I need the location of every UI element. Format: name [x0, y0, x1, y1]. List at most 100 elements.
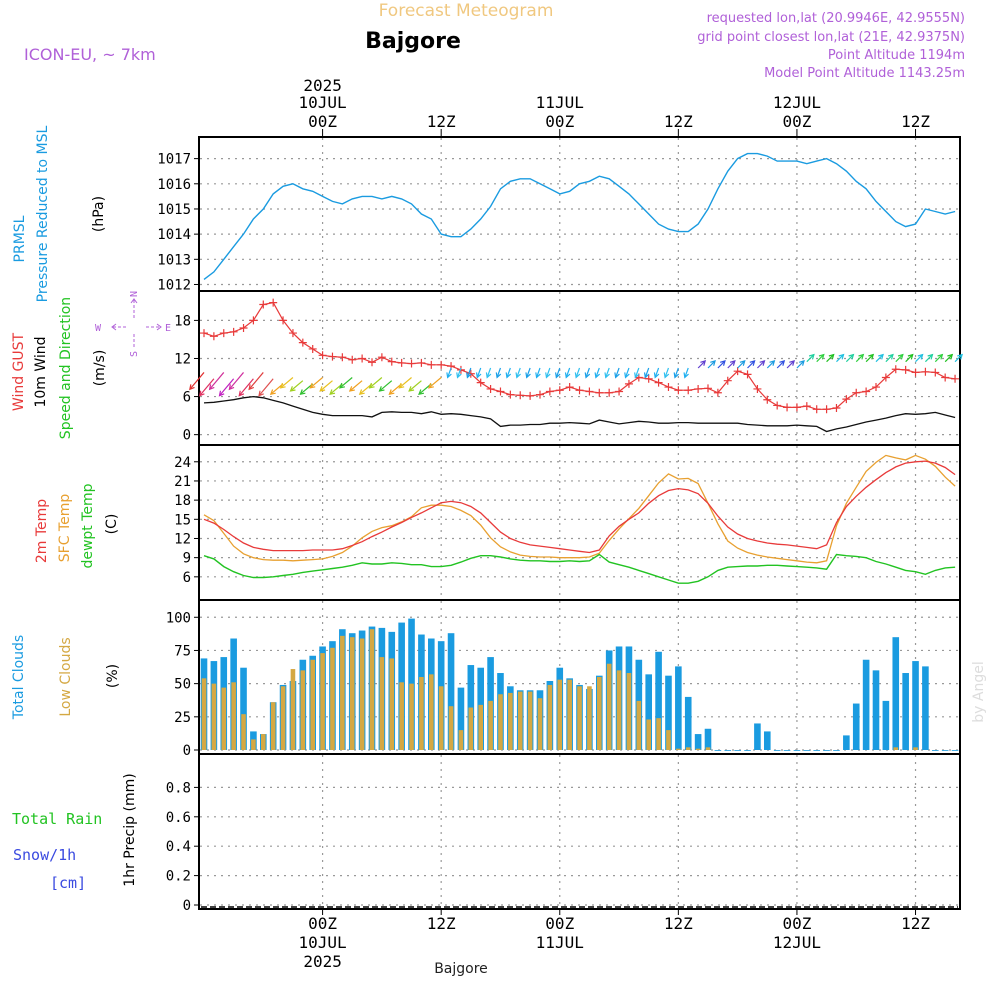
wind-arrow-head-51 [710, 360, 716, 366]
ytick-label-clouds-3: 75 [174, 643, 191, 659]
low-cloud-bar-26 [458, 730, 464, 750]
wind-arrow-head-76 [957, 353, 964, 360]
wind-arrow-head-37 [564, 372, 571, 379]
temp-unit: (C) [104, 514, 120, 535]
bottom-time-line3-0: 2025 [303, 952, 342, 971]
wind-arrow-26 [456, 367, 462, 378]
gust-marker-15 [348, 355, 357, 364]
wind-arrow-21 [398, 377, 412, 389]
wind-arrow-1 [199, 378, 215, 397]
wind-arrow-head-45 [643, 372, 650, 379]
compass-east: E [165, 323, 171, 334]
ytick-label-pressure-5: 1017 [157, 152, 191, 168]
bottom-time-line1-3: 12Z [664, 914, 693, 933]
wind-arrow-44 [634, 367, 640, 378]
total-cloud-bar-47 [665, 675, 672, 750]
wind-arrow-head-17 [358, 389, 365, 395]
gust-marker-72 [911, 368, 920, 377]
gust-marker-48 [674, 386, 683, 395]
gust-marker-57 [763, 395, 772, 404]
wind-arrow-head-38 [574, 372, 581, 379]
gust-marker-61 [802, 402, 811, 411]
top-time-line3-1: 12Z [427, 112, 456, 131]
gust-marker-51 [704, 384, 712, 393]
bottom-time-line1-1: 12Z [427, 914, 456, 933]
footer-location: Bajgore [434, 961, 488, 977]
top-time-line2-2: 11JUL [536, 93, 584, 112]
gust-marker-49 [684, 386, 693, 395]
precip-panel [198, 753, 961, 910]
wind-arrow-6 [248, 372, 264, 390]
gust-marker-31 [506, 390, 515, 399]
wind-arrow-27 [466, 367, 472, 378]
gust-marker-26 [456, 365, 465, 374]
total-cloud-bar-45 [645, 674, 653, 750]
total-cloud-bar-62 [813, 750, 821, 751]
wind-arrow-head-55 [749, 360, 756, 366]
gust-marker-36 [555, 386, 564, 395]
wind-arrow-head-71 [907, 353, 914, 360]
temp-sfc-label: SFC Temp [57, 494, 73, 563]
wind-arrow-head-4 [228, 384, 235, 391]
wind-arrow-58 [776, 360, 785, 369]
low-cloud-bar-3 [231, 682, 236, 750]
wind-arrow-71 [905, 354, 914, 363]
low-cloud-bar-25 [448, 706, 454, 750]
wind-arrow-head-58 [779, 360, 786, 366]
wind-arrow-head-74 [937, 353, 944, 360]
low-cloud-bar-32 [517, 691, 523, 750]
low-cloud-bar-9 [290, 669, 296, 750]
wind-arrow-head-27 [466, 372, 472, 379]
gust-marker-7 [269, 298, 278, 307]
compass-south: S [129, 351, 140, 357]
gust-marker-20 [397, 358, 406, 367]
wind-arrow-head-67 [868, 353, 875, 360]
cloud-total-label: Total Clouds [11, 635, 27, 720]
gust-marker-60 [792, 403, 801, 412]
wind-arrow-head-28 [475, 372, 482, 379]
low-cloud-bar-21 [409, 683, 414, 750]
wind-arrow-56 [756, 360, 765, 369]
ytick-label-clouds-2: 50 [174, 677, 191, 693]
wind-arrow-42 [615, 367, 620, 378]
wind-10m-label: 10m Wind [33, 336, 49, 407]
low-cloud-bar-8 [280, 686, 286, 750]
gust-marker-73 [921, 367, 930, 376]
wind-arrow-head-53 [729, 360, 736, 366]
top-time-line3-4: 00Z [782, 112, 811, 131]
cloud-low-label: Low Clouds [58, 637, 74, 716]
wind-arrow-25 [447, 367, 452, 378]
wind-arrow-75 [944, 354, 953, 363]
low-cloud-bar-23 [428, 674, 434, 750]
wind-arrow-head-22 [408, 386, 415, 392]
sfc-temp-line [203, 454, 956, 564]
wind-arrow-54 [737, 360, 746, 369]
wind-arrow-59 [786, 360, 795, 369]
gust-marker-9 [288, 329, 297, 338]
gust-marker-47 [664, 383, 673, 392]
gust-marker-16 [358, 354, 367, 363]
low-cloud-bar-41 [606, 663, 612, 750]
pressure-label-sub: Pressure Reduced to MSL [35, 125, 51, 302]
ytick-label-temp-2: 12 [174, 531, 191, 547]
wind-arrow-head-32 [515, 372, 521, 379]
bottom-time-line2-4: 12JUL [773, 933, 821, 952]
low-cloud-bar-6 [260, 734, 266, 750]
gust-marker-43 [624, 379, 633, 388]
wind-arrow-head-63 [828, 353, 835, 360]
total-cloud-bar-69 [882, 700, 890, 750]
wind-arrow-69 [885, 354, 894, 363]
ytick-label-clouds-0: 0 [183, 743, 191, 759]
wind-arrow-head-69 [887, 353, 894, 360]
bottom-time-line2-2: 11JUL [536, 933, 584, 952]
wind-arrow-45 [644, 367, 650, 378]
gust-marker-28 [476, 378, 485, 387]
snow-label: Snow/1h [13, 846, 76, 864]
wind-arrow-head-48 [673, 372, 680, 379]
low-cloud-bar-14 [340, 635, 345, 750]
total-cloud-bar-49 [684, 696, 692, 750]
wind-arrow-74 [934, 354, 943, 363]
model-name: ICON-EU, ~ 7km [24, 45, 156, 64]
total-cloud-bar-66 [852, 703, 860, 750]
top-time-line3-3: 12Z [664, 112, 693, 131]
